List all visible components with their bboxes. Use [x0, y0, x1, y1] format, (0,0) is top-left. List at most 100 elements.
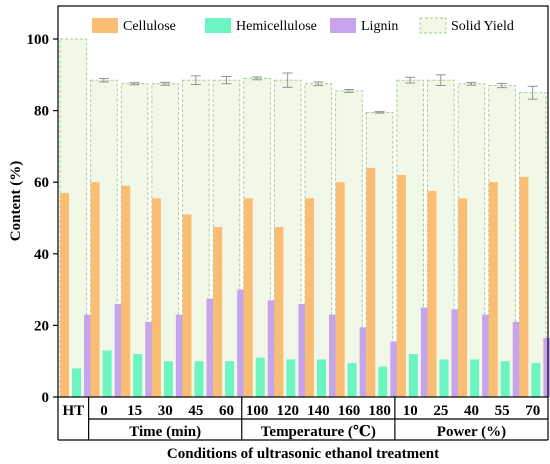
- legend-item: Cellulose: [92, 18, 176, 34]
- y-tick-label: 100: [27, 32, 50, 48]
- bar-hemicellulose: [408, 354, 418, 397]
- bar-lignin: [543, 337, 550, 397]
- category-3: [151, 81, 185, 398]
- bar-lignin: [267, 300, 277, 397]
- category-13: [457, 81, 492, 398]
- x-tick-label: 140: [307, 403, 330, 419]
- bar-cellulose: [182, 214, 192, 397]
- plot-frame: [57, 5, 549, 398]
- bar-hemicellulose: [72, 368, 81, 397]
- bar-hemicellulose: [225, 361, 235, 397]
- bar-lignin: [451, 309, 461, 397]
- x-tick-label: 100: [246, 403, 269, 419]
- x-axis-title: Conditions of ultrasonic ethanol treatme…: [167, 446, 439, 462]
- legend-item: Solid Yield: [419, 17, 514, 34]
- legend-item: Lignin: [330, 18, 398, 34]
- bar-cellulose: [519, 176, 529, 397]
- category-15: [518, 85, 550, 398]
- legend-item: Hemicellulose: [205, 18, 317, 34]
- bar-hemicellulose: [255, 357, 265, 397]
- bar-hemicellulose: [194, 361, 204, 397]
- bar-lignin: [237, 289, 247, 397]
- bar-lignin: [390, 341, 400, 397]
- category-6: [243, 76, 277, 398]
- bar-lignin: [298, 303, 308, 397]
- x-tick-label: 70: [525, 403, 540, 419]
- bar-lignin: [175, 314, 185, 397]
- legend-swatch: [92, 18, 118, 33]
- bar-cellulose: [121, 185, 131, 397]
- legend: Cellulose Hemicellulose Lignin Solid Yield: [92, 17, 514, 34]
- bar-cellulose: [366, 167, 376, 397]
- category-11: [396, 76, 430, 398]
- x-axis: HT 0 15 30 45 60 100 120 140 160 180 10 25 40 55 70 Time…: [57, 397, 549, 441]
- bar-cellulose: [335, 182, 345, 397]
- x-tick-label: HT: [62, 403, 84, 419]
- legend-label: Lignin: [361, 19, 398, 34]
- group-label: Time (min): [129, 424, 201, 440]
- category-10: [365, 111, 400, 398]
- bar-cellulose: [488, 182, 498, 397]
- x-tick-label: 160: [338, 403, 361, 419]
- y-tick-label: 20: [34, 318, 49, 334]
- category-0: [59, 38, 93, 398]
- bar-hemicellulose: [378, 366, 388, 397]
- x-tick-label: 120: [276, 403, 299, 419]
- category-1: [90, 77, 124, 398]
- bar-hemicellulose: [317, 359, 326, 397]
- bar-hemicellulose: [102, 350, 112, 397]
- category-8: [304, 81, 338, 398]
- x-tick-label: 180: [368, 403, 391, 419]
- bar-hemicellulose: [470, 359, 480, 397]
- category-14: [488, 82, 522, 398]
- y-axis-title: Content (%): [8, 161, 24, 241]
- bar-hemicellulose: [163, 361, 173, 397]
- y-axis: 0 20 40 60 80 100: [27, 32, 58, 406]
- x-tick-label: 55: [495, 403, 510, 419]
- x-tick-label: 0: [100, 403, 108, 419]
- bar-lignin: [482, 314, 492, 397]
- bar-cellulose: [396, 175, 406, 397]
- bar-lignin: [206, 298, 216, 397]
- bars-layer: [59, 38, 550, 398]
- group-label: Temperature (℃): [261, 424, 376, 440]
- x-tick-label: 15: [127, 403, 142, 419]
- y-tick-label: 0: [42, 390, 50, 406]
- bar-lignin: [512, 321, 522, 397]
- bar-cellulose: [458, 198, 468, 397]
- bar-cellulose: [243, 198, 253, 397]
- bar-cellulose: [60, 192, 69, 397]
- y-tick-label: 40: [34, 247, 49, 263]
- legend-swatch: [419, 17, 447, 34]
- bar-lignin: [114, 303, 124, 397]
- bar-lignin: [145, 321, 155, 397]
- category-2: [120, 82, 155, 398]
- y-tick-label: 60: [34, 175, 49, 191]
- bar-cellulose: [274, 226, 284, 397]
- bar-hemicellulose: [439, 359, 449, 397]
- bar-hemicellulose: [133, 354, 143, 397]
- bar-hemicellulose: [531, 362, 541, 397]
- bar-lignin: [359, 327, 369, 397]
- x-tick-label: 60: [219, 403, 234, 419]
- bar-cellulose: [213, 226, 223, 397]
- bar-lignin: [420, 307, 430, 397]
- x-tick-label: 40: [464, 403, 479, 419]
- bar-hemicellulose: [286, 359, 296, 397]
- bar-lignin: [329, 314, 338, 397]
- x-tick-label: 25: [433, 403, 448, 419]
- bar-cellulose: [427, 191, 437, 397]
- bar-lignin: [84, 314, 93, 397]
- legend-label: Cellulose: [123, 19, 176, 34]
- category-4: [182, 75, 216, 398]
- bar-hemicellulose: [500, 361, 510, 397]
- legend-swatch: [330, 18, 356, 33]
- category-9: [335, 89, 369, 398]
- bar-cellulose: [151, 198, 161, 397]
- bar-cellulose: [90, 182, 100, 397]
- legend-swatch: [205, 18, 231, 33]
- bar-cellulose: [305, 198, 314, 397]
- x-tick-label: 10: [403, 403, 418, 419]
- legend-label: Solid Yield: [451, 19, 514, 34]
